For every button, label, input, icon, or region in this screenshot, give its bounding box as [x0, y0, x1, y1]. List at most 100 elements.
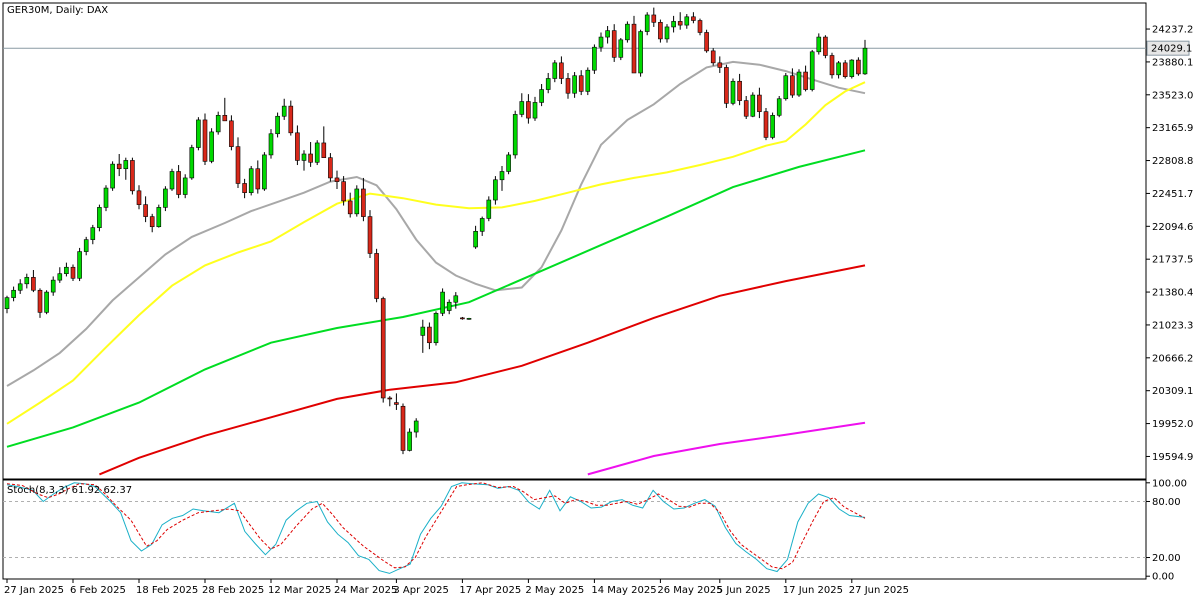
price-axis-label: 22094.6 [1152, 222, 1193, 233]
candle [453, 292, 459, 309]
candle [552, 60, 558, 83]
candle-body [565, 78, 571, 94]
candle-body [143, 204, 148, 217]
candle-body [275, 115, 280, 135]
price-axis-label: 21737.5 [1152, 255, 1193, 266]
candle-body [572, 75, 577, 94]
candle [44, 290, 49, 315]
candle-body [433, 312, 439, 344]
time-axis: 27 Jan 2025 6 Feb 2025 18 Feb 2025 28 Feb 2… [4, 579, 909, 596]
candle [97, 204, 102, 232]
candle-body [559, 62, 564, 79]
stochastic-line-main [6, 482, 866, 574]
candle-body [314, 142, 320, 163]
candle-body [453, 295, 459, 303]
candle-body [776, 98, 782, 116]
candle [37, 288, 43, 318]
candle-body [743, 100, 749, 117]
candle-body [750, 94, 756, 117]
candle-body [763, 111, 769, 138]
candle-body [539, 89, 544, 103]
candle-body [717, 62, 723, 68]
price-panel[interactable] [2, 2, 1147, 480]
candle [354, 185, 360, 217]
candle-body [83, 239, 89, 252]
candle [532, 96, 538, 121]
candle [539, 84, 544, 107]
current-price-value: 24029.1 [1151, 44, 1192, 55]
candle [691, 12, 696, 24]
candle-body [90, 227, 96, 240]
candle-body [31, 277, 36, 291]
candle-body [77, 251, 82, 279]
price-axis-label: 24237.2 [1152, 25, 1193, 36]
candle-body [658, 22, 663, 40]
candle [592, 44, 597, 74]
candle-body [486, 199, 492, 219]
candle-body [473, 231, 478, 248]
candle-body [123, 160, 129, 170]
candle-body [255, 168, 261, 190]
price-axis-label: 20309.1 [1152, 386, 1193, 397]
candle [572, 72, 577, 98]
candle [790, 68, 795, 98]
chart-title: GER30M, Daily: DAX [7, 5, 108, 16]
candle [374, 248, 379, 303]
candle [697, 18, 703, 36]
candle [631, 15, 637, 74]
candle-body [341, 181, 346, 202]
candle [473, 225, 478, 249]
candle [638, 29, 643, 77]
candle-body [163, 188, 168, 208]
candle-body [506, 154, 511, 172]
candle-body [394, 402, 399, 405]
candle-body [730, 80, 736, 104]
candle [156, 204, 162, 228]
candle [262, 152, 267, 191]
candle-body [334, 177, 340, 182]
candle-body [149, 216, 155, 228]
candle-body [532, 102, 538, 119]
candle-body [710, 50, 716, 64]
candle-body [110, 163, 115, 189]
candle [380, 296, 386, 403]
candle [427, 322, 432, 350]
candle-body [202, 119, 208, 162]
candle-body [605, 30, 610, 38]
price-axis-label: 20666.2 [1152, 353, 1193, 364]
candle-body [308, 153, 313, 163]
candle [466, 317, 472, 320]
candle-body [156, 207, 162, 228]
candle [671, 15, 676, 33]
candle [763, 107, 769, 141]
candle [288, 100, 294, 136]
stochastic-panel[interactable] [2, 479, 1147, 580]
candle [136, 185, 142, 210]
price-axis-label: 22808.8 [1152, 156, 1193, 167]
stochastic-levels [3, 500, 1146, 559]
price-axis-label: 19594.9 [1152, 452, 1193, 463]
candle-body [803, 71, 808, 90]
candle [64, 262, 69, 277]
candle-body [770, 115, 775, 138]
candle [710, 48, 716, 66]
price-panel-frame [2, 2, 1147, 480]
candle [189, 144, 195, 180]
candle-body [704, 32, 709, 52]
price-axis-label: 21023.3 [1152, 320, 1193, 331]
candle-body [387, 397, 393, 400]
price-axis-label: 23523.0 [1152, 90, 1193, 101]
candle [77, 247, 82, 282]
candle-body [321, 142, 327, 158]
candle [803, 65, 808, 92]
time-axis-label: 6 Feb 2025 [70, 585, 126, 596]
candle-body [380, 298, 386, 399]
candle [585, 67, 591, 96]
candle-body [17, 283, 23, 291]
candle-body [57, 273, 63, 281]
candle [776, 95, 782, 118]
time-axis-label: 17 Jun 2025 [783, 585, 843, 596]
candle [268, 129, 274, 159]
candle [836, 61, 841, 79]
